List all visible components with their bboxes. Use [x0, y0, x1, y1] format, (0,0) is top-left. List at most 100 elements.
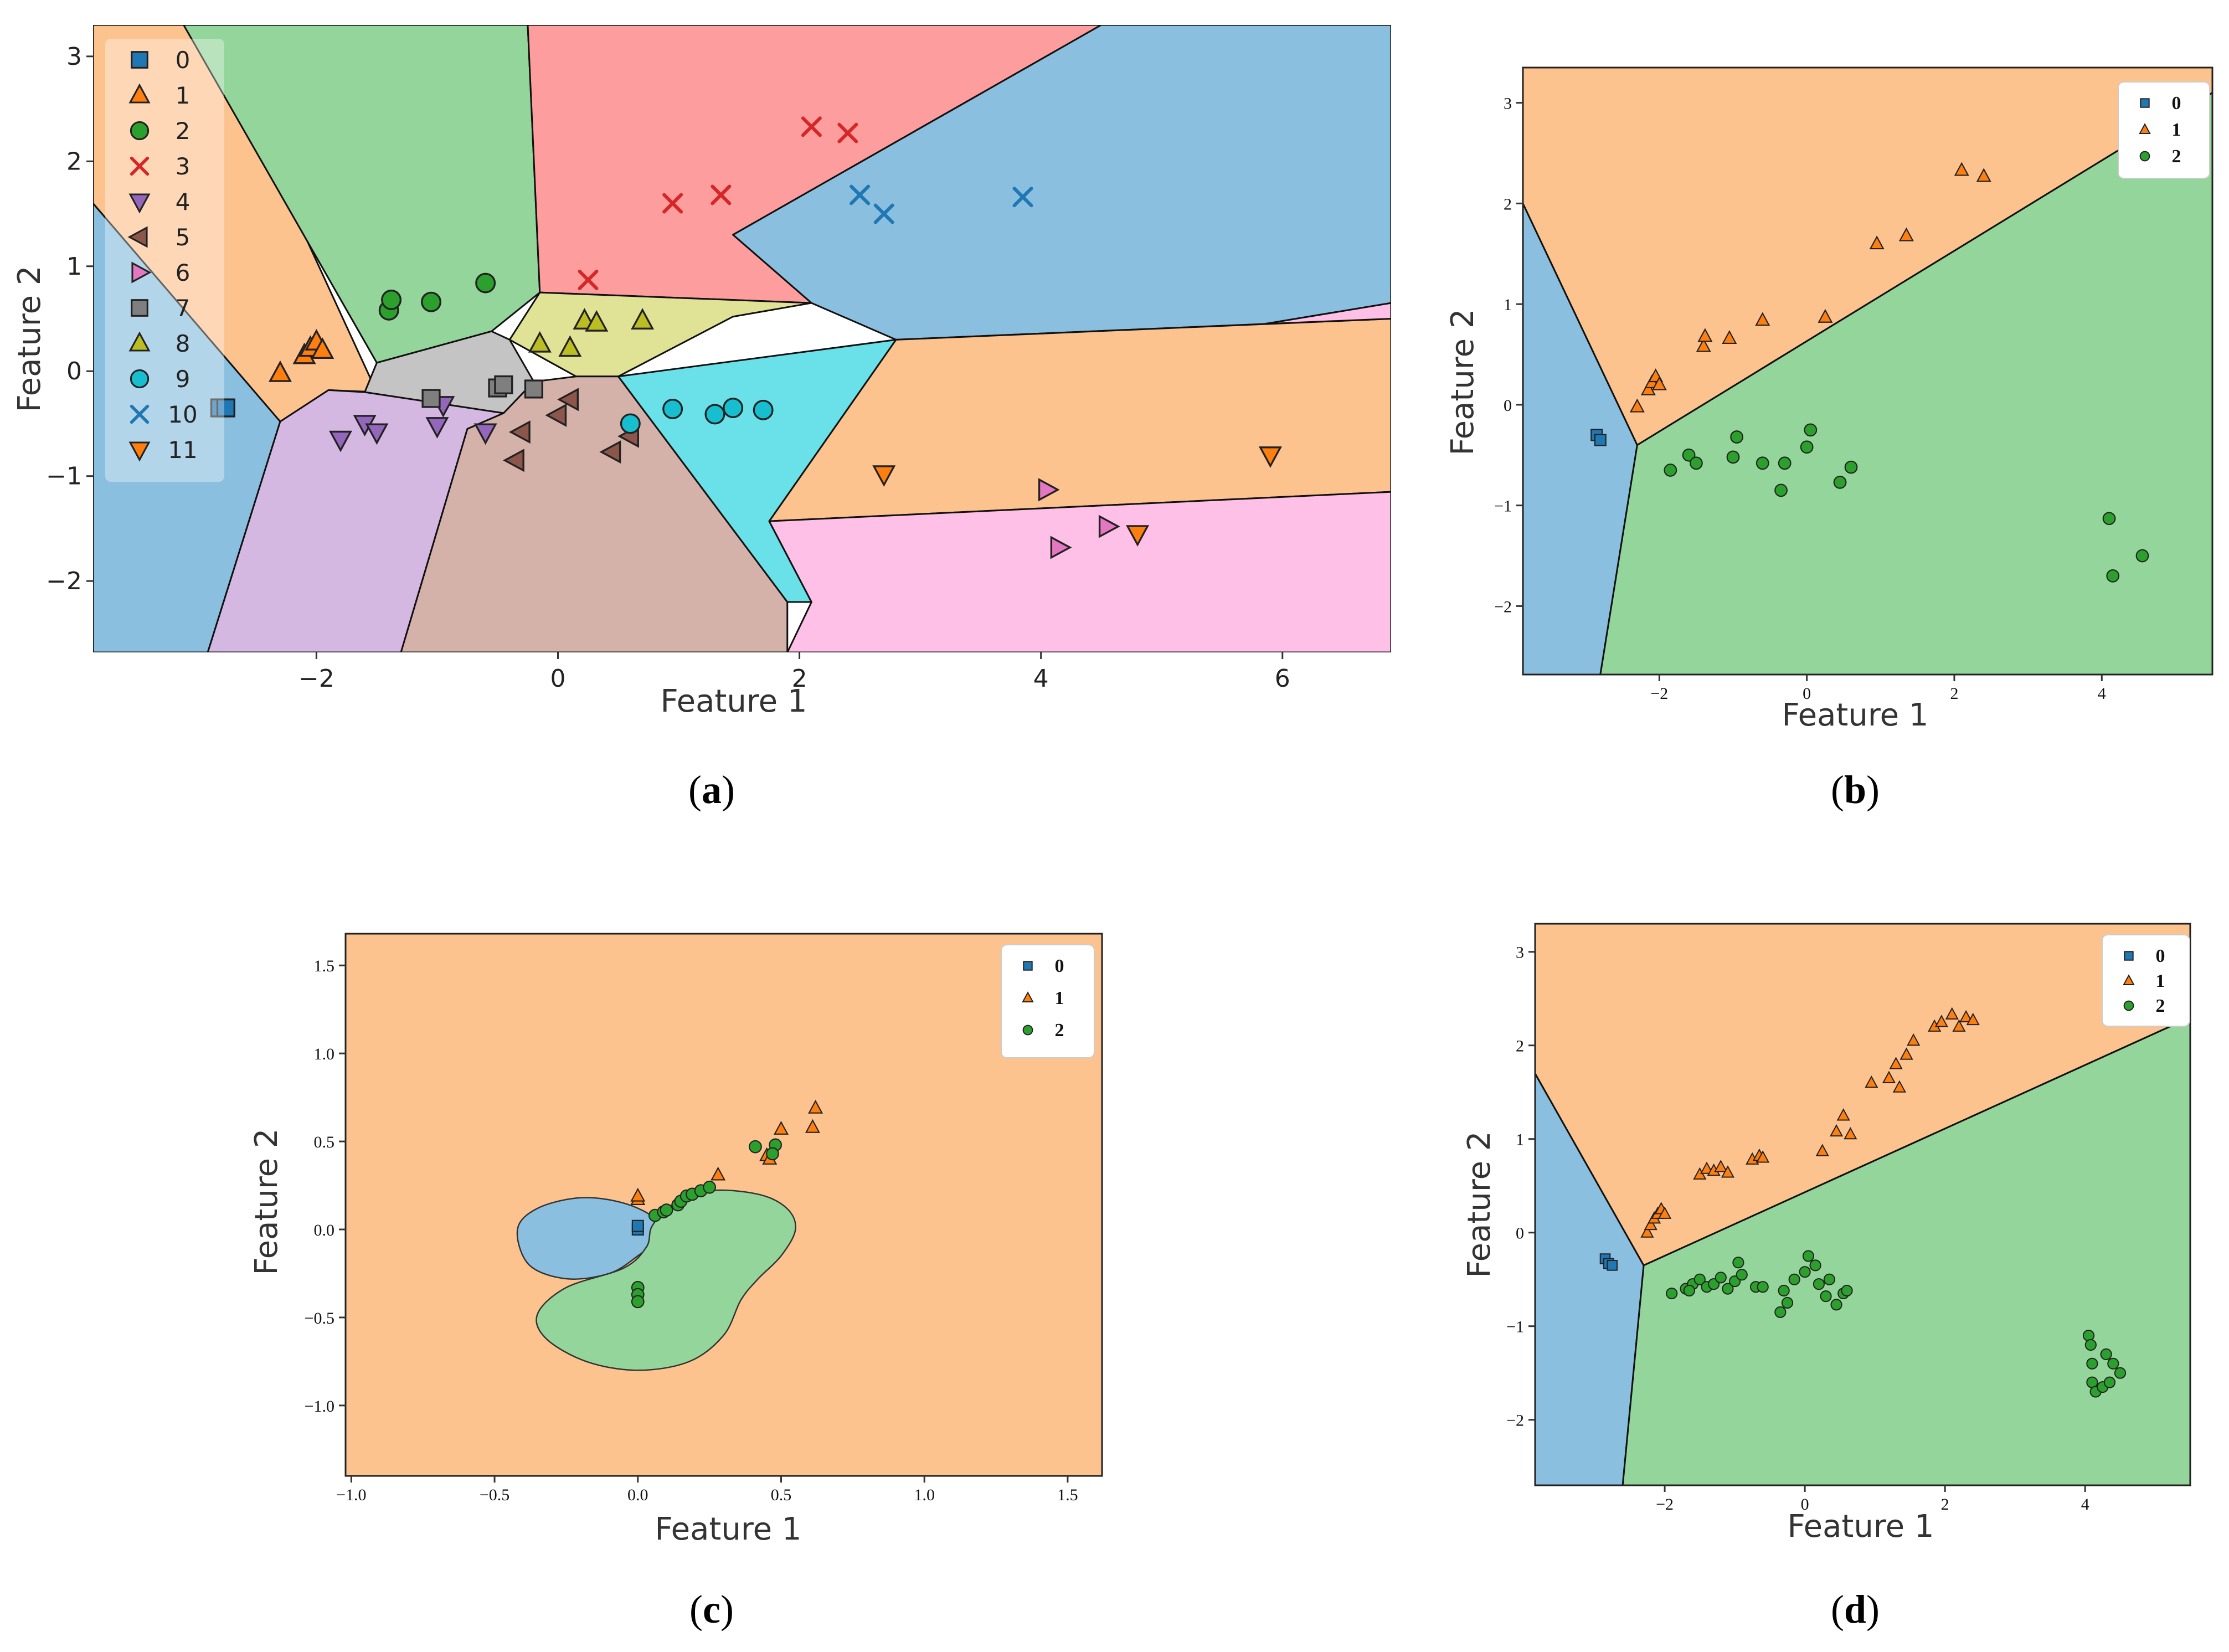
data-point-class-7: [494, 375, 513, 394]
data-point-class-2: [1802, 1250, 1815, 1262]
decision-region-2: [183, 25, 541, 364]
legend-marker-7: [131, 299, 148, 317]
plot-area: [1523, 68, 2212, 675]
data-point-class-3: [837, 122, 858, 143]
data-point-class-2: [1682, 448, 1696, 462]
data-point-class-2: [1830, 1299, 1842, 1311]
legend-label-1: 1: [2172, 120, 2181, 140]
data-point-class-2: [1730, 430, 1744, 444]
y-tick-label: 0.5: [314, 1133, 335, 1151]
legend-label-10: 10: [168, 401, 197, 428]
decision-region-2: [1621, 1016, 2190, 1485]
data-point-class-2: [1683, 1284, 1695, 1297]
plot-area: [346, 934, 1102, 1476]
data-point-class-2: [1833, 475, 1847, 489]
data-point-class-11: [1258, 446, 1282, 468]
data-point-class-8: [631, 308, 655, 330]
data-point-class-2: [2102, 512, 2116, 526]
data-point-class-2: [381, 289, 402, 310]
data-point-class-4: [365, 423, 389, 445]
y-tick-label: −0.5: [305, 1309, 334, 1327]
y-tick-label: −1.0: [305, 1397, 334, 1416]
legend-marker-5: [127, 226, 148, 248]
data-point-class-1: [1959, 1010, 1973, 1022]
legend-label-11: 11: [168, 436, 197, 464]
data-point-class-1: [1865, 1075, 1878, 1088]
legend-marker-0: [1023, 961, 1033, 971]
data-point-class-2: [1823, 1273, 1836, 1285]
data-point-class-1: [1721, 1165, 1735, 1178]
y-tick-label: 3: [1516, 944, 1524, 962]
y-tick-label: −1: [1506, 1318, 1524, 1336]
y-tick-label: 2: [1504, 195, 1512, 213]
y-axis-label: Feature 2: [1461, 1131, 1497, 1278]
data-point-class-1: [1952, 1019, 1966, 1032]
data-point-class-2: [1820, 1290, 1832, 1303]
legend-box: [2102, 934, 2190, 1027]
legend-label-2: 2: [1055, 1020, 1064, 1041]
legend-marker-0: [2124, 951, 2134, 961]
data-point-class-2: [1800, 440, 1814, 454]
data-point-class-1: [1696, 338, 1711, 352]
panel-b: −2 0 2 4 −2 −1 0 1 2 3 Feature 1 Feature 2 0 1 2 (b): [1445, 66, 2213, 812]
y-tick-label: 2: [66, 147, 82, 176]
data-point-class-1: [1899, 1047, 1913, 1060]
data-point-class-5: [503, 449, 524, 472]
data-point-class-2: [1722, 1283, 1734, 1295]
data-point-class-1: [1954, 162, 1969, 176]
data-point-class-1: [1934, 1015, 1948, 1027]
data-point-class-2: [1774, 483, 1788, 497]
y-tick-label: 3: [1504, 95, 1512, 113]
decision-region-6: [768, 491, 1391, 652]
data-point-class-1: [808, 1099, 823, 1114]
legend-box: [2118, 81, 2210, 179]
data-point-class-1: [1892, 1080, 1907, 1093]
data-point-class-1: [1829, 1124, 1844, 1137]
data-point-class-1: [1651, 376, 1667, 390]
data-point-class-1: [773, 1120, 789, 1135]
y-axis-label: Feature 2: [1445, 308, 1481, 455]
legend-label-2: 2: [2156, 996, 2165, 1016]
data-point-class-3: [801, 116, 822, 137]
data-point-class-1: [1869, 235, 1885, 250]
legend-box: [105, 39, 224, 482]
data-point-class-2: [1774, 1306, 1787, 1318]
panel-label: (b): [1831, 768, 1880, 812]
data-point-class-9: [704, 404, 725, 425]
data-point-class-1: [268, 360, 292, 382]
data-point-class-1: [1714, 1160, 1728, 1172]
data-point-class-2: [1813, 1278, 1825, 1290]
data-point-class-2: [1756, 456, 1769, 470]
data-point-class-1: [711, 1166, 726, 1181]
decision-region-2: [1599, 91, 2212, 675]
plot-area: [93, 25, 1391, 652]
data-point-class-1: [1756, 1150, 1770, 1163]
data-point-class-1: [1697, 328, 1713, 342]
decision-region-6: [1263, 302, 1391, 325]
data-point-class-0: [1594, 434, 1607, 446]
x-tick-label: 2: [1941, 1495, 1949, 1514]
y-axis-label: Feature 2: [249, 1128, 285, 1275]
y-tick-label: −2: [46, 567, 82, 595]
data-point-class-2: [766, 1147, 779, 1161]
data-point-class-2: [1732, 1257, 1744, 1269]
x-tick-label: 0.0: [627, 1486, 648, 1504]
legend-label-1: 1: [2156, 971, 2165, 991]
data-point-class-1: [1898, 227, 1914, 241]
data-point-class-2: [1809, 1259, 1821, 1272]
data-point-class-2: [1757, 1281, 1769, 1293]
x-tick-label: 0: [1803, 685, 1811, 703]
x-tick-label: 0.5: [771, 1486, 792, 1504]
data-point-class-2: [703, 1180, 717, 1194]
legend-marker-1: [2123, 974, 2135, 985]
data-point-class-1: [1815, 1144, 1829, 1156]
legend-label-1: 1: [176, 82, 191, 109]
legend-marker-3: [130, 156, 150, 176]
legend-marker-2: [2123, 1000, 2134, 1011]
x-tick-label: 1.0: [914, 1486, 935, 1504]
panel-label: (d): [1831, 1587, 1880, 1632]
data-point-class-2: [1778, 1284, 1790, 1297]
data-point-class-10: [1012, 187, 1033, 208]
data-point-class-2: [631, 1295, 645, 1309]
legend-label-0: 0: [2172, 93, 2181, 114]
